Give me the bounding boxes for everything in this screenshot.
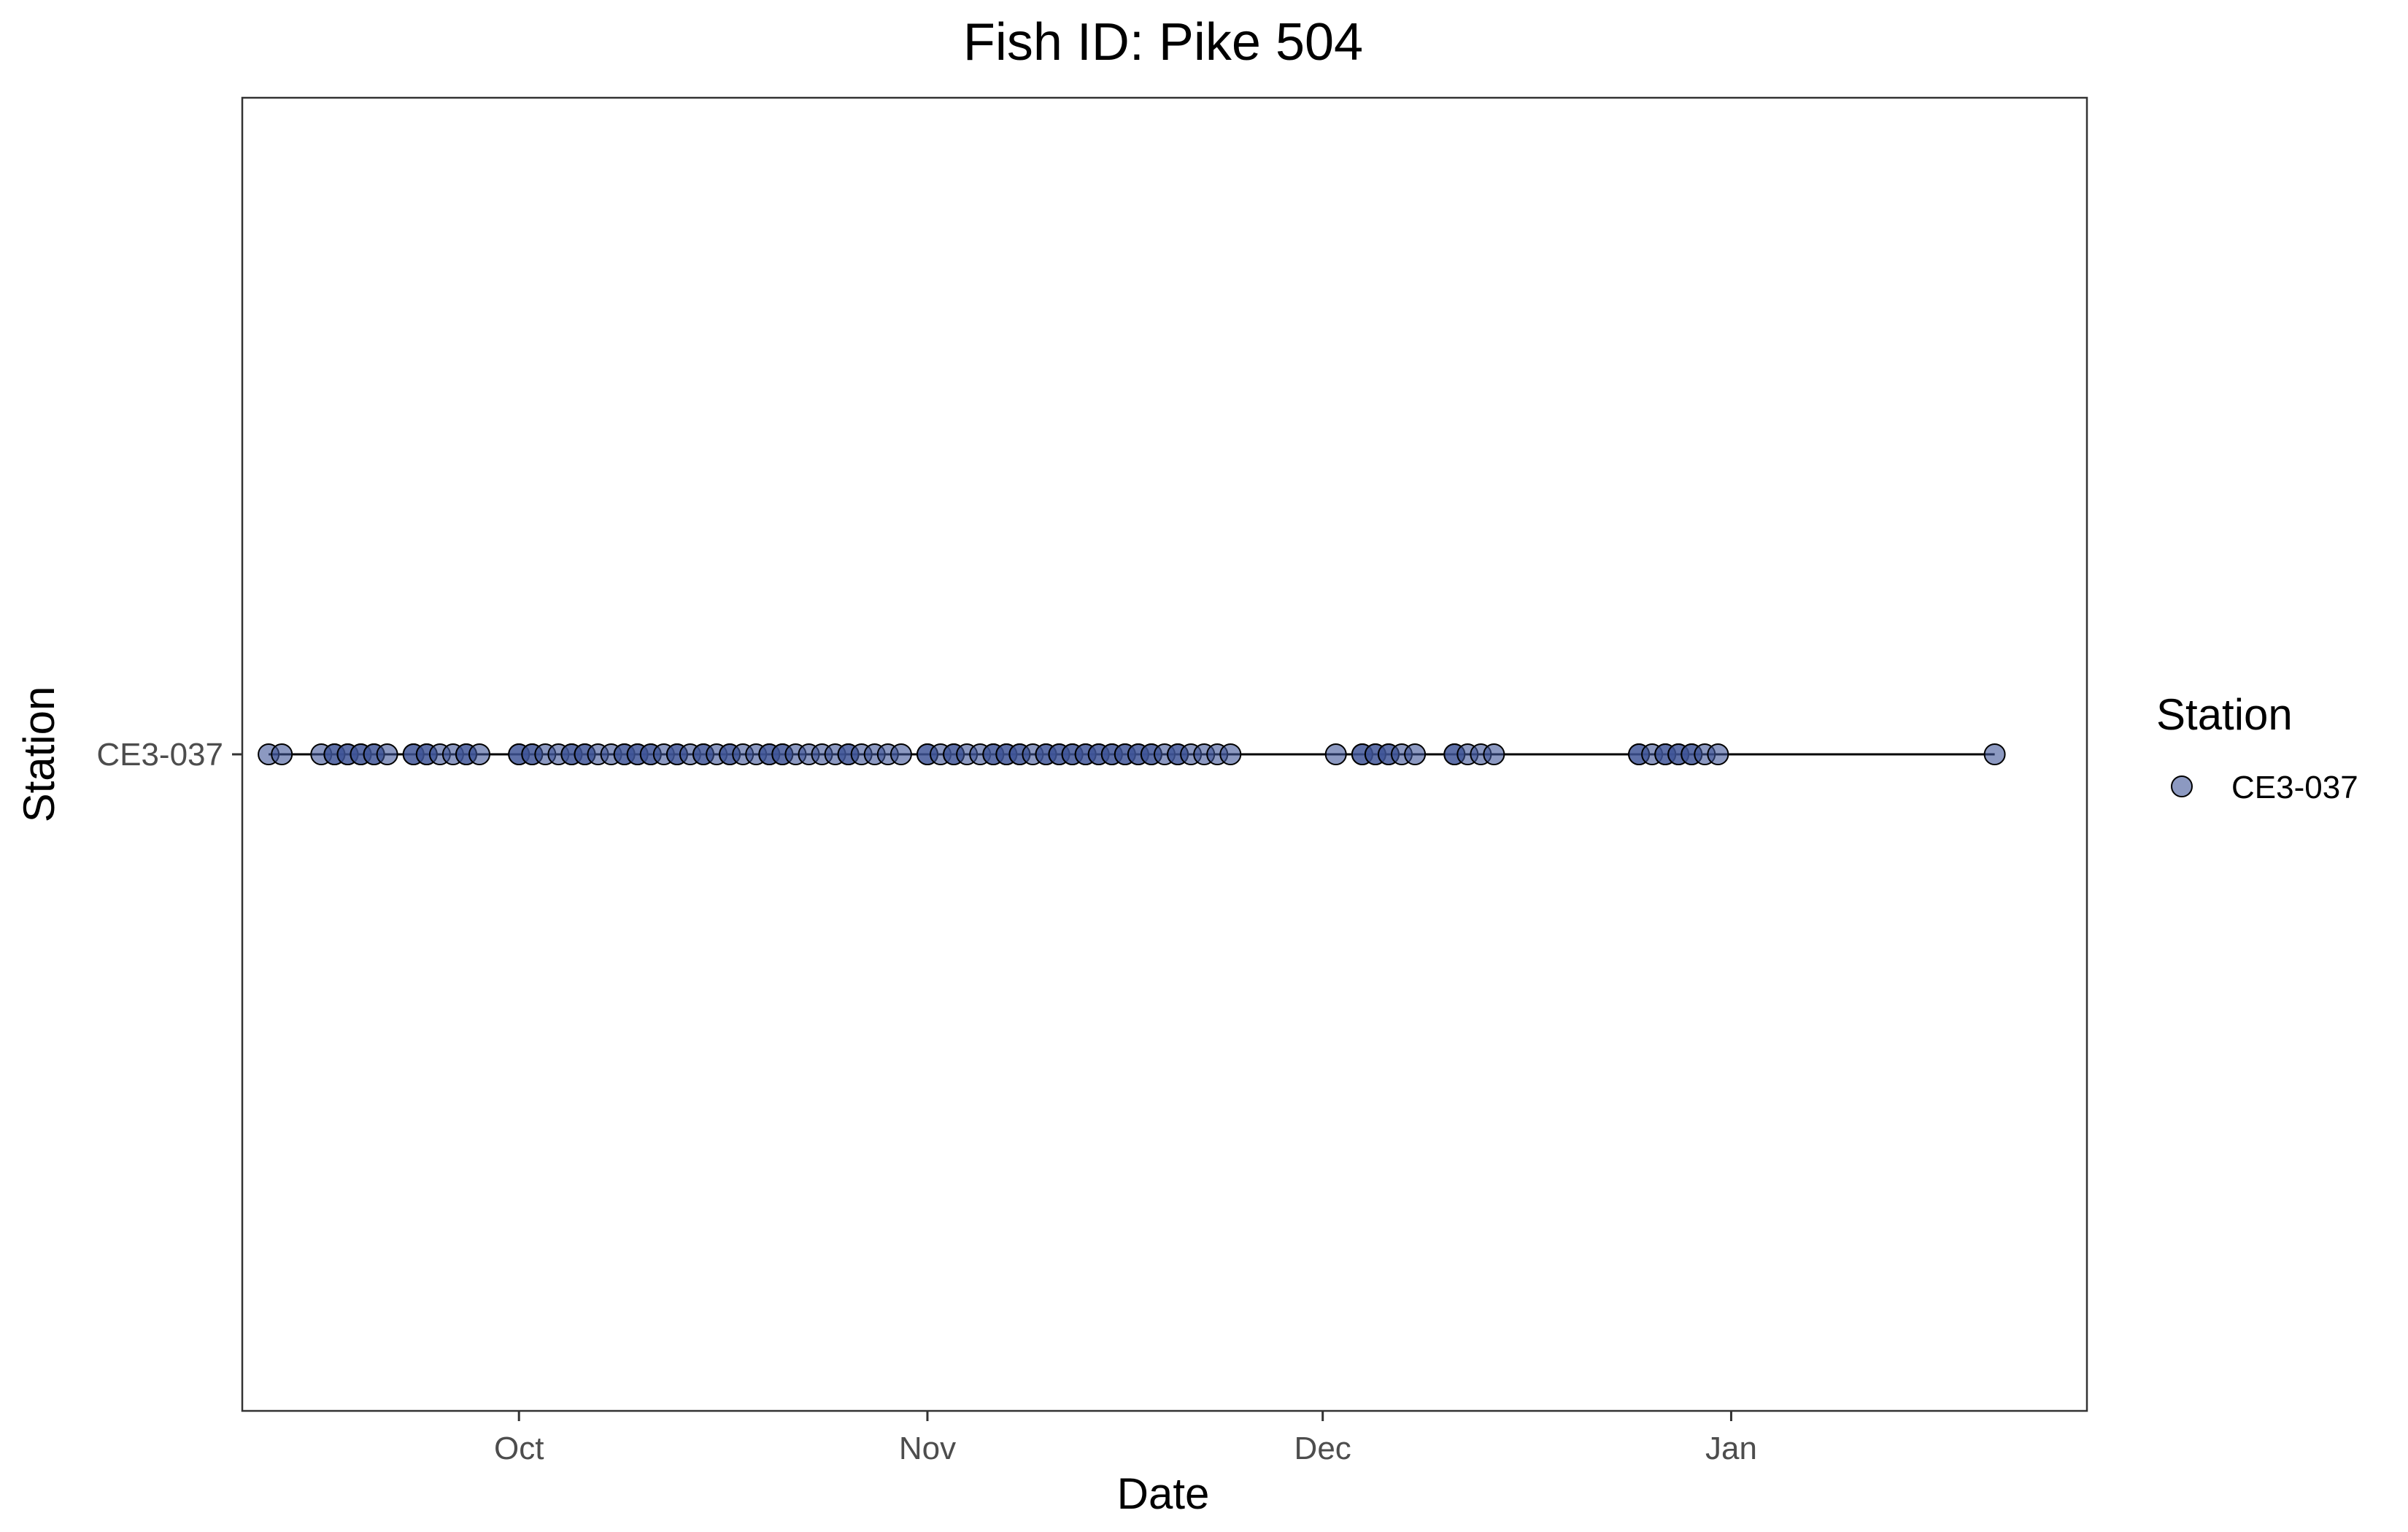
data-point (468, 743, 490, 765)
legend-title: Station (2156, 690, 2293, 739)
x-tick-label: Jan (1705, 1431, 1757, 1466)
x-axis-ticks: Oct Nov Dec Jan (494, 1411, 1757, 1466)
y-axis-title: Station (15, 686, 63, 823)
x-tick-label: Dec (1294, 1431, 1351, 1466)
chart-title: Fish ID: Pike 504 (963, 13, 1363, 71)
data-point (1483, 743, 1505, 765)
x-tick-label: Nov (899, 1431, 956, 1466)
legend-key-marker (2171, 775, 2193, 797)
data-points (258, 743, 2006, 765)
data-point (376, 743, 398, 765)
data-point (1404, 743, 1427, 765)
data-point (1324, 743, 1347, 765)
x-tick-label: Oct (494, 1431, 544, 1466)
legend-label: CE3-037 (2231, 770, 2358, 805)
x-axis-title: Date (1117, 1469, 1210, 1518)
data-point (890, 743, 912, 765)
data-point (1219, 743, 1242, 765)
data-point (1707, 743, 1729, 765)
data-point (271, 743, 293, 765)
y-tick-label: CE3-037 (96, 737, 223, 773)
data-point (1983, 743, 2006, 765)
